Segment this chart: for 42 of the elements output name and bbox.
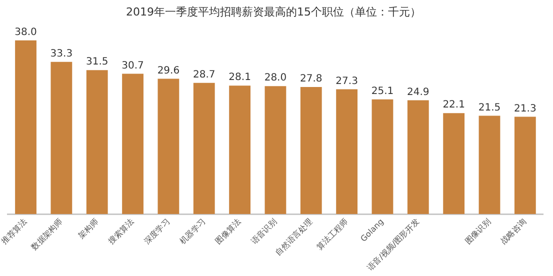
data-label: 29.6 <box>157 65 180 76</box>
data-label: 22.1 <box>442 100 465 111</box>
chart-title: 2019年一季度平均招聘薪资最高的15个职位（单位：千元） <box>126 5 421 18</box>
x-tick-label: 推荐算法 <box>0 217 29 246</box>
bar <box>336 89 358 214</box>
x-tick-label: 机器学习 <box>178 217 208 246</box>
bar <box>193 82 215 214</box>
bar <box>122 74 144 214</box>
bar <box>15 40 36 214</box>
x-tick-label: 数据架构师 <box>30 217 64 252</box>
bar <box>264 86 286 214</box>
bar <box>372 99 394 214</box>
data-label: 27.3 <box>336 76 358 87</box>
bar <box>443 113 465 214</box>
data-label: 30.7 <box>122 60 144 72</box>
data-label: 24.9 <box>407 86 430 98</box>
x-tick-label: 搜索算法 <box>106 217 136 246</box>
data-label: 28.1 <box>228 72 251 84</box>
x-tick-label: 深度学习 <box>142 217 172 246</box>
bar <box>86 70 108 214</box>
data-label: 25.1 <box>371 86 394 97</box>
data-label: 33.3 <box>50 48 73 60</box>
bar <box>300 87 322 214</box>
data-label: 38.0 <box>14 26 37 38</box>
bar <box>478 116 500 214</box>
bar <box>229 86 250 214</box>
data-label: 21.5 <box>478 102 501 114</box>
x-tick-label: 图像算法 <box>214 217 243 246</box>
bar <box>158 78 180 214</box>
bar <box>514 116 536 214</box>
x-tick-label: 图像识别 <box>463 217 492 246</box>
data-label: 27.8 <box>300 74 322 85</box>
data-label: 31.5 <box>86 56 108 68</box>
data-label: 28.0 <box>264 72 287 84</box>
data-label: 28.7 <box>192 69 216 80</box>
x-tick-label: 架构师 <box>76 217 100 240</box>
x-tick-label: 战略咨询 <box>499 217 528 246</box>
x-tick-label: 语音识别 <box>249 217 278 246</box>
bar <box>50 62 72 214</box>
bar <box>407 100 429 214</box>
x-tick-label: 算法工程师 <box>315 217 350 252</box>
data-label: 21.3 <box>514 103 536 114</box>
